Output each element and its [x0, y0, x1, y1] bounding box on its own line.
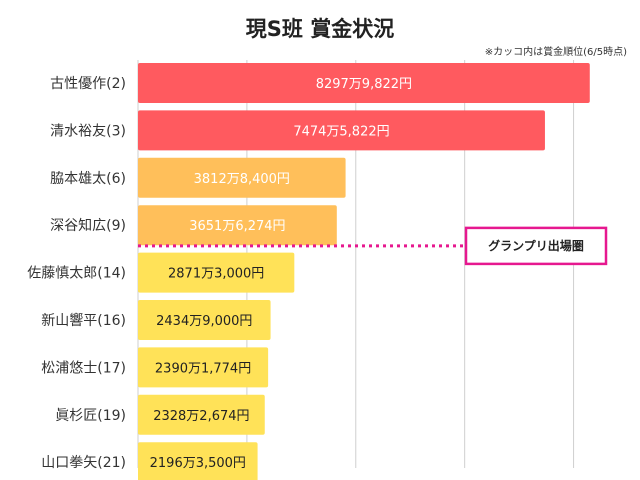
chart-title: 現S班 賞金状況 — [246, 17, 394, 41]
bar — [138, 300, 271, 340]
category-label: 清水裕友(3) — [50, 123, 126, 139]
chart-note: ※カッコ内は賞金順位(6/5時点) — [485, 45, 627, 58]
data-label: 2328万2,674円 — [153, 409, 249, 424]
category-label: 眞杉匠(19) — [55, 408, 126, 424]
grand-prix-label-box — [464, 226, 608, 266]
bar — [138, 252, 295, 293]
data-label: 8297万9,822円 — [316, 77, 412, 92]
data-label: 3651万6,274円 — [189, 219, 285, 234]
bar — [138, 442, 258, 480]
category-label: 深谷知広(9) — [50, 217, 126, 234]
data-label: 7474万5,822円 — [293, 124, 389, 139]
data-label: 2390万1,774円 — [155, 361, 251, 376]
data-label: 2196万3,500円 — [150, 456, 246, 471]
data-label: 2871万3,000円 — [168, 267, 264, 282]
grand-prix-annotation: グランプリ出場圏 — [138, 226, 608, 266]
grand-prix-label: グランプリ出場圏 — [488, 238, 584, 253]
bar — [138, 394, 265, 435]
bar — [138, 157, 346, 198]
category-label: 山口拳矢(21) — [41, 455, 126, 471]
bar — [138, 63, 590, 103]
category-label: 佐藤慎太郎(14) — [27, 266, 126, 282]
data-label: 2434万9,000円 — [156, 314, 252, 329]
bar — [138, 347, 269, 388]
category-label: 古性優作(2) — [50, 76, 126, 92]
category-label: 新山響平(16) — [41, 312, 126, 329]
bar — [138, 110, 545, 151]
category-label: 松浦悠士(17) — [41, 360, 126, 376]
category-label: 脇本雄太(6) — [50, 171, 126, 187]
bar — [138, 205, 337, 246]
data-label: 3812万8,400円 — [194, 172, 290, 187]
